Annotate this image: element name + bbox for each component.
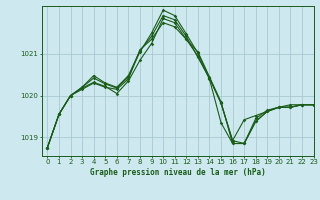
X-axis label: Graphe pression niveau de la mer (hPa): Graphe pression niveau de la mer (hPa) (90, 168, 266, 177)
